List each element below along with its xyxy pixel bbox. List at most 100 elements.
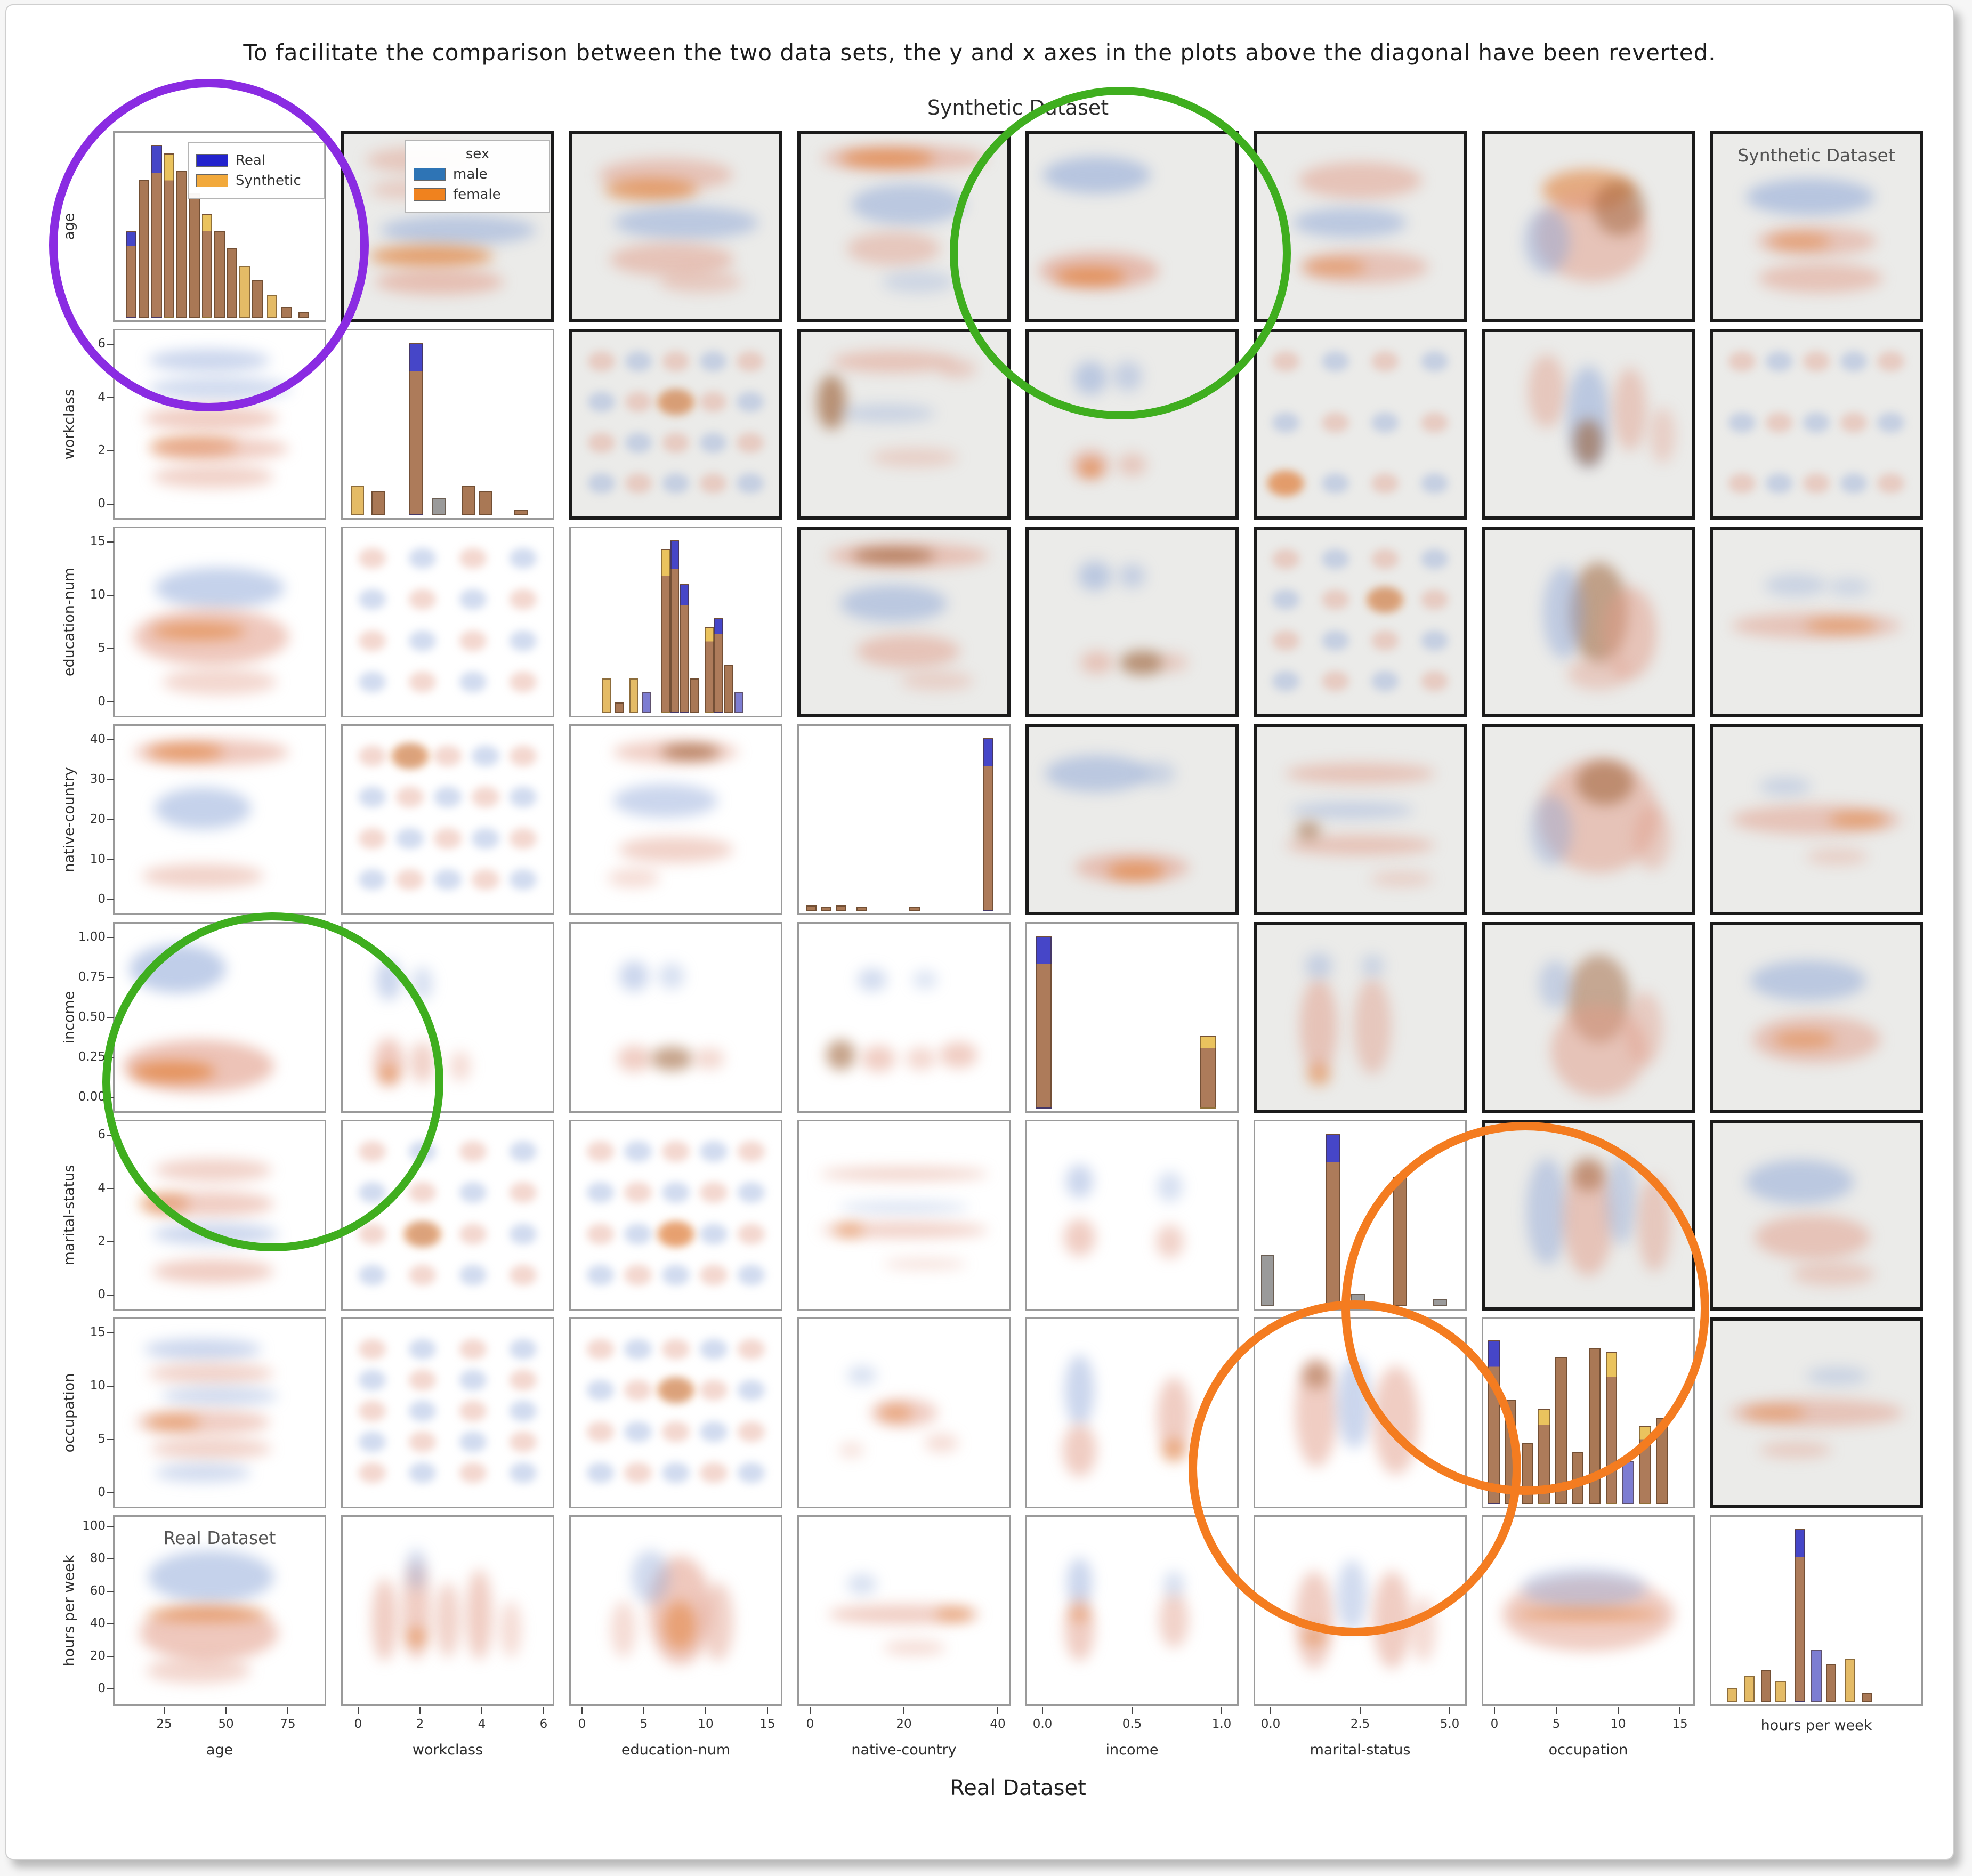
kde-blob: [662, 1421, 690, 1442]
kde-blob: [1286, 763, 1435, 784]
kde-blob: [148, 745, 224, 760]
hist-bar: [661, 549, 670, 713]
kde-blob: [409, 1265, 437, 1285]
kde-blob: [1840, 473, 1868, 494]
y-tick-label: 15: [90, 1325, 106, 1339]
kde-blob: [1421, 670, 1448, 691]
kde-blob: [1521, 1567, 1647, 1609]
x-tick-label: 25: [156, 1717, 172, 1731]
figure-frame: To facilitate the comparison between the…: [5, 4, 1954, 1860]
kde-blob: [1272, 412, 1299, 433]
hist-bar: [479, 491, 492, 515]
kde-blob: [737, 351, 764, 372]
kde-blob: [380, 215, 536, 245]
kde-blob: [617, 1045, 651, 1072]
pairplot-cell-r8c2: [341, 1515, 554, 1706]
kde-blob: [610, 1601, 636, 1657]
kde-blob: [1421, 549, 1448, 570]
kde-blob: [472, 787, 499, 808]
kde-blob: [148, 1363, 274, 1384]
pairplot-cell-r7c3: [569, 1317, 782, 1508]
kde-blob: [925, 1433, 959, 1452]
x-tick-mark: [581, 1707, 583, 1714]
y-tick-mark: [107, 1591, 114, 1592]
y-tick-label: 100: [82, 1519, 106, 1533]
pairplot-cell-r2c3: [569, 329, 782, 520]
kde-blob: [738, 1182, 765, 1203]
kde-blob: [1421, 473, 1448, 494]
kde-blob: [662, 473, 690, 494]
pairplot-cell-r4c8: [1710, 724, 1923, 915]
kde-blob: [1371, 412, 1399, 433]
kde-blob: [607, 868, 660, 887]
hist-bar: [1727, 1687, 1738, 1702]
hist-bar: [1200, 1036, 1216, 1109]
kde-blob: [1613, 368, 1646, 451]
kde-blob: [409, 1432, 437, 1452]
hist-bar: [1326, 1133, 1340, 1306]
x-tick-label: 0.5: [1122, 1717, 1142, 1731]
x-tick-mark: [643, 1707, 644, 1714]
y-tick-mark: [107, 1623, 114, 1625]
x-tick-label: 0.0: [1032, 1717, 1053, 1731]
pairplot-cell-r4c5: [1025, 724, 1239, 915]
kde-blob: [1765, 351, 1793, 372]
kde-blob: [935, 1608, 973, 1620]
y-tick-label: 2: [98, 1234, 106, 1249]
kde-blob: [838, 1443, 864, 1458]
kde-blob: [146, 1607, 268, 1621]
kde-blob: [901, 672, 973, 690]
x-tick-mark: [1618, 1707, 1619, 1714]
hist-bar: [734, 692, 743, 713]
kde-blob: [409, 1338, 437, 1360]
kde-blob: [588, 432, 615, 453]
legend-sex-title: sex: [465, 146, 490, 162]
x-tick-label: 75: [280, 1717, 296, 1731]
kde-blob: [1524, 209, 1570, 274]
kde-blob: [396, 869, 424, 890]
pairplot-cell-r3c3: [569, 527, 782, 717]
y-tick-label: 10: [90, 1378, 106, 1393]
y-tick-mark: [107, 1241, 114, 1243]
legend-row-female: female: [414, 187, 542, 203]
x-tick-mark: [1132, 1707, 1133, 1714]
kde-blob: [657, 389, 694, 415]
x-tick-mark: [1679, 1707, 1680, 1714]
y-tick-mark: [107, 450, 114, 452]
y-axis-label-text: education-num: [61, 567, 78, 677]
kde-blob: [1322, 589, 1349, 610]
kde-blob: [662, 1338, 690, 1360]
kde-blob: [650, 1046, 693, 1071]
kde-blob: [700, 1182, 728, 1203]
y-tick-mark: [107, 739, 114, 740]
kde-blob: [699, 392, 727, 413]
kde-blob: [624, 1141, 652, 1162]
kde-blob: [1272, 589, 1299, 610]
kde-blob: [586, 1338, 614, 1360]
kde-blob: [510, 1141, 537, 1162]
kde-blob: [613, 206, 759, 240]
kde-blob: [1354, 979, 1392, 1075]
x-tick-label: 50: [218, 1717, 234, 1731]
kde-blob: [358, 672, 386, 692]
y-axis-label-workclass: workclass: [58, 329, 81, 520]
kde-blob: [586, 1380, 614, 1401]
kde-blob: [1272, 351, 1299, 372]
x-tick-label: 5.0: [1440, 1717, 1460, 1731]
kde-blob: [144, 1338, 262, 1360]
y-tick-mark: [107, 1295, 114, 1296]
kde-blob: [1063, 1219, 1096, 1257]
kde-blob: [619, 961, 649, 991]
kde-blob: [154, 788, 252, 829]
kde-blob: [662, 1265, 690, 1285]
kde-blob: [510, 1401, 537, 1421]
kde-blob: [409, 1370, 437, 1390]
kde-blob: [834, 1223, 864, 1237]
x-tick-mark: [1449, 1707, 1450, 1714]
kde-blob: [939, 1041, 977, 1069]
y-tick-mark: [107, 1017, 114, 1018]
kde-blob: [612, 784, 718, 818]
kde-blob: [459, 672, 487, 692]
pairplot-cell-r7c2: [341, 1317, 554, 1508]
kde-blob: [820, 1167, 988, 1180]
